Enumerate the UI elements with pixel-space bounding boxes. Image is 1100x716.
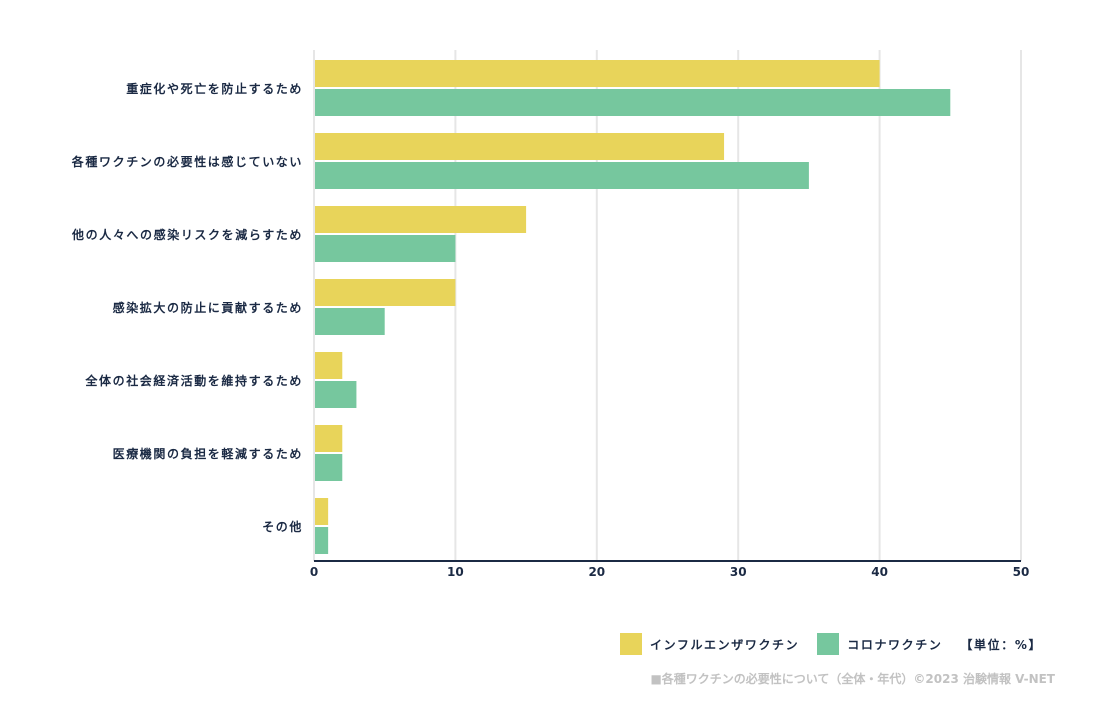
bar-corona bbox=[315, 89, 951, 116]
bar-corona bbox=[315, 527, 329, 554]
x-tick-labels: 0 10 20 30 40 50 bbox=[310, 565, 1030, 579]
category-label: 感染拡大の防止に貢献するため bbox=[113, 300, 303, 315]
bar-influenza bbox=[315, 60, 880, 87]
bar-corona bbox=[315, 235, 456, 262]
legend-swatch-corona bbox=[817, 633, 840, 655]
category-label: 医療機関の負担を軽減するため bbox=[113, 446, 303, 461]
x-tick-label: 30 bbox=[730, 565, 747, 579]
source-caption: ■各種ワクチンの必要性について（全体・年代）©2023 治験情報 V-NET bbox=[650, 672, 1055, 686]
legend-item-corona: コロナワクチン bbox=[817, 633, 942, 655]
legend-item-influenza: インフルエンザワクチン bbox=[620, 633, 799, 655]
bar-influenza bbox=[315, 206, 527, 233]
x-tick-label: 0 bbox=[310, 565, 318, 579]
category-label: 各種ワクチンの必要性は感じていない bbox=[71, 154, 303, 169]
bar-corona bbox=[315, 162, 809, 189]
bar-influenza bbox=[315, 133, 725, 160]
bar-influenza bbox=[315, 279, 456, 306]
bar-corona bbox=[315, 308, 385, 335]
category-label: 全体の社会経済活動を維持するため bbox=[84, 373, 303, 388]
unit-label: 【単位：%】 bbox=[960, 637, 1043, 652]
x-tick-label: 40 bbox=[871, 565, 888, 579]
legend-label-corona: コロナワクチン bbox=[847, 637, 943, 652]
category-label: 重症化や死亡を防止するため bbox=[126, 81, 303, 96]
bar-chart: 重症化や死亡を防止するため各種ワクチンの必要性は感じていない他の人々への感染リス… bbox=[71, 50, 1030, 579]
bar-corona bbox=[315, 454, 343, 481]
x-tick-label: 20 bbox=[588, 565, 605, 579]
bar-influenza bbox=[315, 425, 343, 452]
legend: インフルエンザワクチン コロナワクチン 【単位：%】 bbox=[620, 632, 1042, 656]
bar-influenza bbox=[315, 352, 343, 379]
bar-influenza bbox=[315, 498, 329, 525]
category-label: その他 bbox=[262, 519, 303, 534]
category-label: 他の人々への感染リスクを減らすため bbox=[71, 227, 303, 242]
x-tick-label: 50 bbox=[1013, 565, 1030, 579]
x-tick-label: 10 bbox=[447, 565, 464, 579]
bar-corona bbox=[315, 381, 357, 408]
legend-swatch-influenza bbox=[620, 633, 642, 655]
legend-label-influenza: インフルエンザワクチン bbox=[650, 637, 800, 652]
category-labels: 重症化や死亡を防止するため各種ワクチンの必要性は感じていない他の人々への感染リス… bbox=[71, 81, 303, 534]
bars bbox=[315, 60, 951, 554]
